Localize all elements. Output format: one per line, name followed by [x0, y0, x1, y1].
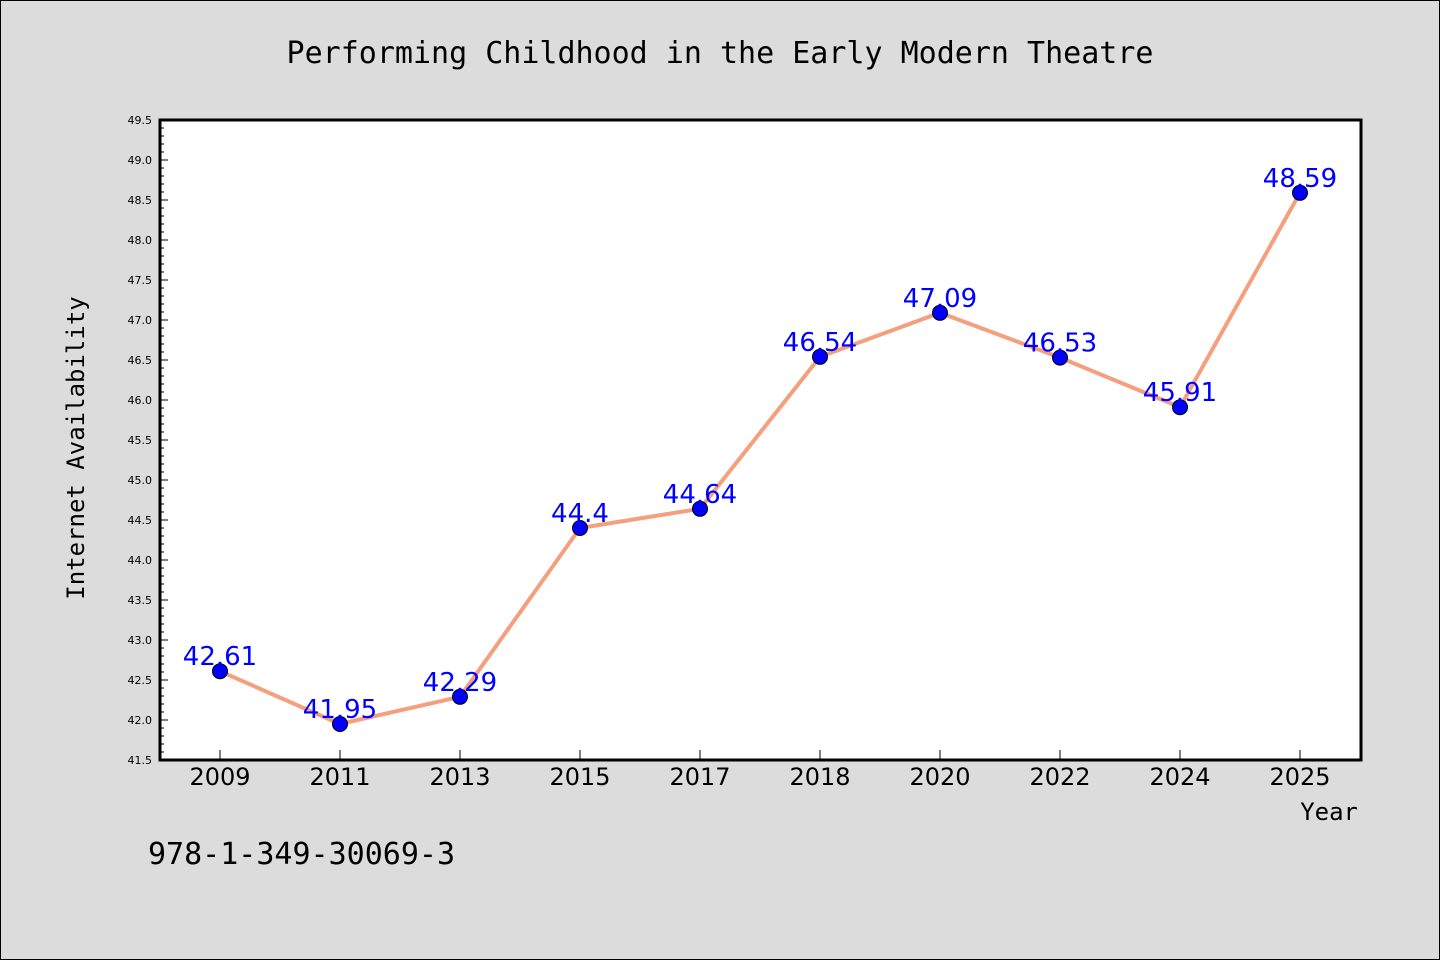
- data-label: 47.09: [903, 284, 977, 314]
- y-tick-label: 43.0: [128, 634, 153, 647]
- y-tick-label: 49.0: [128, 154, 153, 167]
- y-tick-label: 43.5: [128, 594, 153, 607]
- data-label: 41.95: [303, 695, 377, 725]
- y-axis: 41.5 42.0 42.5 43.0 43.5 44.0 44.5 45.0 45.5 46.0…: [128, 114, 168, 767]
- data-point: [332, 716, 348, 732]
- x-tick-label: 2009: [189, 763, 250, 791]
- data-point: [812, 348, 828, 365]
- data-point: [452, 688, 468, 705]
- data-label: 42.61: [183, 642, 257, 672]
- x-axis: 2009 2011 2013 2015 2017 2018 2020 2022 2024 2025: [189, 750, 1331, 791]
- x-tick-label: 2017: [669, 763, 730, 791]
- x-tick-label: 2020: [909, 763, 970, 791]
- x-tick-label: 2015: [549, 763, 610, 791]
- y-tick-label: 45.5: [128, 434, 153, 447]
- plot-frame: [158, 118, 1363, 762]
- data-point: [692, 500, 708, 517]
- x-tick-label: 2018: [789, 763, 850, 791]
- y-tick-label: 44.0: [128, 554, 153, 567]
- y-tick-label: 45.0: [128, 474, 153, 487]
- data-label: 44.4: [551, 499, 609, 529]
- data-label: 44.64: [663, 480, 737, 510]
- chart-title: Performing Childhood in the Early Modern…: [287, 36, 1154, 71]
- y-tick-label: 46.5: [128, 354, 153, 367]
- data-label: 46.53: [1023, 329, 1097, 359]
- x-tick-label: 2025: [1269, 763, 1330, 791]
- x-tick-label: 2022: [1029, 763, 1090, 791]
- data-point: [1052, 349, 1068, 366]
- x-axis-label: Year: [1300, 798, 1358, 826]
- data-point: [1292, 184, 1308, 201]
- x-tick-label: 2011: [309, 763, 370, 791]
- data-label: 45.91: [1143, 378, 1217, 408]
- isbn-text: 978-1-349-30069-3: [148, 837, 455, 872]
- y-tick-label: 44.5: [128, 514, 153, 527]
- data-label: 46.54: [783, 328, 857, 358]
- y-tick-label: 41.5: [128, 754, 153, 767]
- data-point: [572, 520, 588, 536]
- x-tick-label: 2013: [429, 763, 490, 791]
- y-tick-label: 47.0: [128, 314, 153, 327]
- data-label: 42.29: [423, 668, 497, 698]
- data-label: 48.59: [1263, 164, 1337, 194]
- y-tick-label: 47.5: [128, 274, 153, 287]
- y-axis-label: Internet Availability: [62, 296, 90, 599]
- y-tick-label: 42.0: [128, 714, 153, 727]
- data-point: [932, 304, 948, 321]
- y-tick-label: 48.0: [128, 234, 153, 247]
- y-tick-label: 48.5: [128, 194, 153, 207]
- x-tick-label: 2024: [1149, 763, 1210, 791]
- plot-area: [160, 120, 1361, 760]
- y-tick-label: 42.5: [128, 674, 153, 687]
- y-tick-label: 49.5: [128, 114, 153, 127]
- series-line: 42.61 41.95 42.29 44.4 44.64 46.54 47.09 46.53 4…: [183, 164, 1337, 732]
- data-point: [212, 663, 228, 680]
- series-polyline: [219, 191, 1302, 726]
- data-point: [1172, 399, 1188, 416]
- y-tick-label: 46.0: [128, 394, 153, 407]
